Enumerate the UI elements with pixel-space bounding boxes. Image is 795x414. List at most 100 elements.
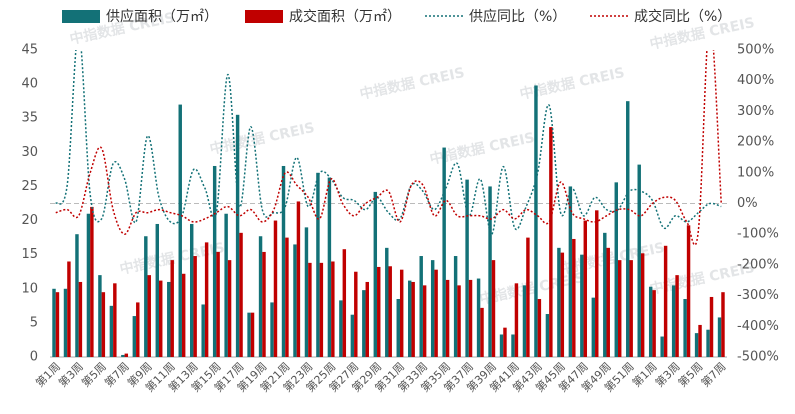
bar [560, 252, 565, 357]
bar [281, 165, 286, 357]
bar [640, 253, 645, 357]
bar [514, 283, 519, 357]
bar [113, 283, 117, 357]
bar [90, 206, 94, 357]
bar [652, 290, 656, 357]
bar [568, 186, 573, 357]
watermark: 中指数据 CREIS [358, 64, 466, 103]
bar [212, 165, 217, 357]
bar [319, 262, 324, 357]
bar [537, 299, 542, 357]
bar [285, 237, 289, 357]
bar [549, 127, 553, 357]
bar [399, 269, 404, 357]
legend-swatch [62, 10, 100, 23]
bar [101, 292, 106, 357]
bar [603, 232, 607, 357]
bar [629, 260, 633, 357]
legend-label: 供应同比（%） [469, 8, 566, 25]
bar [396, 299, 400, 357]
bar [67, 261, 71, 357]
bar [52, 288, 56, 357]
bar [98, 275, 102, 357]
bar [694, 333, 699, 357]
bar [453, 256, 458, 357]
bar [614, 182, 618, 357]
y2-tick-label: 200% [737, 135, 774, 150]
bar [159, 280, 163, 357]
bar [247, 312, 251, 357]
bar [557, 247, 561, 357]
bar [583, 220, 588, 357]
bar [534, 85, 538, 357]
bar [354, 271, 358, 357]
y-tick-label: 25 [21, 179, 38, 194]
x-tick-label: 第5周 [675, 359, 705, 389]
x-tick-label: 第1周 [629, 359, 659, 389]
legend-label: 成交同比（%） [634, 8, 731, 25]
bar [503, 327, 507, 357]
bar [304, 227, 309, 357]
bar [339, 300, 343, 357]
bar [408, 280, 412, 357]
y2-tick-label: -100% [737, 227, 779, 242]
bar [488, 186, 492, 357]
bar [626, 101, 630, 358]
bar [572, 238, 576, 357]
y2-tick-label: 500% [737, 43, 774, 58]
bar [136, 302, 140, 357]
bar [617, 260, 622, 357]
bar [308, 262, 312, 357]
bar [663, 245, 668, 357]
x-tick-label: 第3周 [652, 359, 682, 389]
bar [189, 223, 194, 357]
y2-tick-label: -300% [737, 288, 779, 303]
legend-label: 成交面积（万㎡） [289, 8, 401, 25]
bar [686, 225, 691, 357]
bar [296, 201, 301, 357]
bar [262, 251, 266, 357]
bar [121, 354, 125, 357]
bar [388, 266, 392, 357]
bar [109, 305, 114, 357]
y2-tick-label: 400% [737, 73, 774, 88]
y2-tick-label: -400% [737, 319, 779, 334]
line-layer [55, 50, 723, 246]
bar [239, 232, 243, 357]
bar [75, 234, 79, 357]
bar [445, 279, 450, 357]
bar [476, 278, 481, 357]
bar [178, 104, 182, 357]
bar [86, 213, 91, 357]
bar [430, 260, 435, 357]
bar [683, 299, 687, 357]
bar [411, 281, 415, 357]
bar [671, 285, 676, 357]
bar [648, 286, 653, 357]
x-tick-label: 第7周 [101, 359, 131, 389]
bar [362, 290, 366, 357]
y-tick-label: 15 [21, 247, 38, 262]
bar [273, 220, 278, 357]
bar [235, 114, 240, 357]
bar [78, 281, 83, 357]
x-tick-label: 第7周 [698, 359, 728, 389]
bar [250, 312, 255, 357]
bar [350, 314, 355, 357]
bar [124, 353, 129, 357]
y2-tick-label: 100% [737, 165, 774, 180]
bar [204, 242, 209, 357]
bar [365, 281, 369, 357]
bar [132, 316, 137, 357]
bar [293, 244, 297, 357]
y-tick-label: 10 [21, 281, 38, 296]
bar [155, 223, 160, 357]
bar [526, 237, 530, 357]
bar [717, 317, 722, 357]
bar [170, 260, 174, 357]
legend-swatch [245, 10, 283, 23]
bar [181, 273, 186, 357]
y-tick-label: 20 [21, 213, 38, 228]
bar [491, 260, 496, 357]
x-tick-label: 第5周 [78, 359, 108, 389]
